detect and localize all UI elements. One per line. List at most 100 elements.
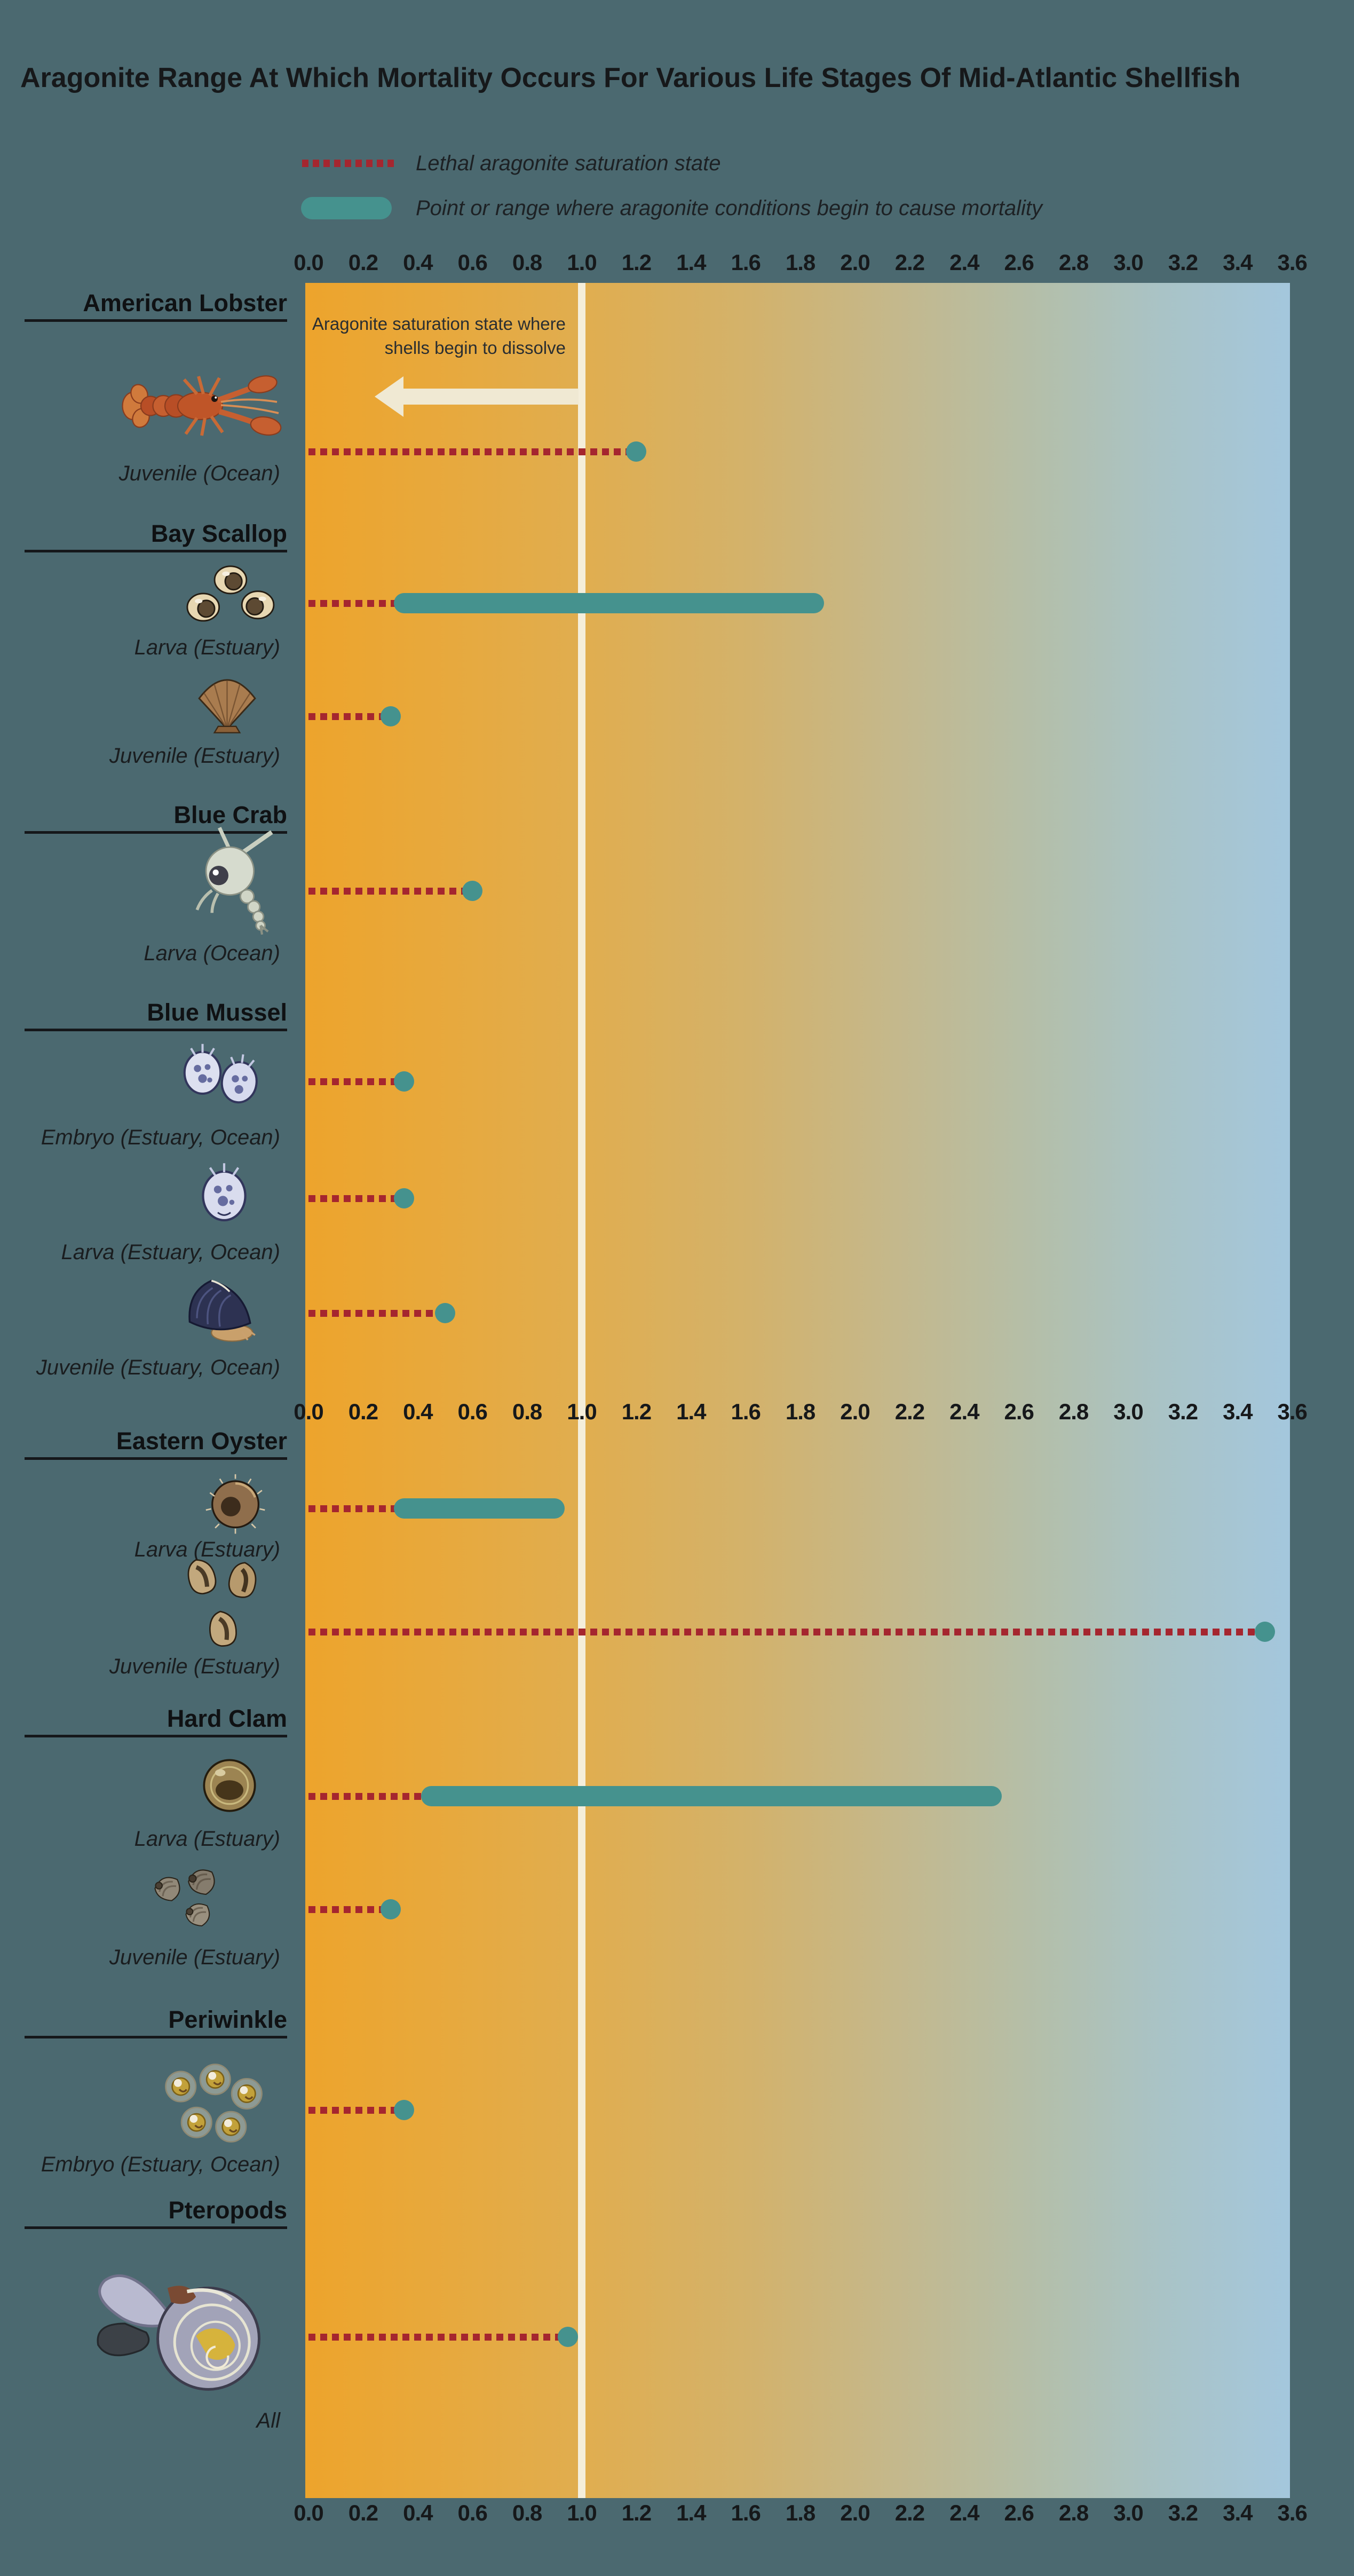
axis-tick: 2.0: [840, 250, 870, 275]
stage-label: Larva (Estuary, Ocean): [61, 1240, 280, 1264]
axis-tick: 3.2: [1168, 2500, 1198, 2525]
stage-label: Juvenile (Estuary): [109, 1946, 280, 1969]
axis-tick: 3.6: [1277, 1399, 1307, 1424]
axis-tick: 3.4: [1223, 250, 1253, 275]
species-header-underline: [25, 831, 287, 834]
stage-label: Embryo (Estuary, Ocean): [41, 2153, 280, 2176]
species-header: Bay Scallop: [151, 520, 287, 547]
mortality-point-dot: [394, 2100, 415, 2120]
species-header-underline: [25, 2036, 287, 2038]
axis-tick: 0.4: [403, 2500, 433, 2525]
axis-tick: 2.2: [894, 1399, 925, 1424]
axis-tick: 2.4: [949, 250, 979, 275]
mortality-range-bar: [394, 593, 825, 613]
axis-tick: 1.0: [567, 2500, 597, 2525]
american-lobster-illustration: [120, 370, 296, 442]
species-header: Pteropods: [168, 2196, 287, 2224]
axis-tick: 2.2: [894, 2500, 925, 2525]
mortality-point-dot: [394, 1071, 415, 1092]
axis-tick: 1.0: [567, 1399, 597, 1424]
stage-label: Larva (Ocean): [144, 942, 280, 965]
blue-crab-zoea-illustration: [176, 825, 288, 937]
species-header: Blue Mussel: [147, 999, 287, 1026]
mortality-range-bar: [394, 1498, 565, 1519]
axis-tick: 2.2: [894, 250, 925, 275]
bay-scallop-larvae-illustration: [180, 559, 279, 631]
axis-tick: 0.2: [348, 250, 378, 275]
axis-tick: 2.6: [1004, 1399, 1034, 1424]
bay-scallop-shell-illustration: [188, 670, 266, 737]
lethal-saturation-dash-line: [308, 1505, 405, 1512]
dissolve-annotation-line1: Aragonite saturation state where: [312, 314, 566, 334]
axis-tick: 3.0: [1113, 2500, 1143, 2525]
mortality-range-bar: [421, 1786, 1002, 1806]
axis-tick: 2.4: [949, 2500, 979, 2525]
lethal-saturation-dash-line: [308, 600, 405, 607]
lethal-saturation-dash-line: [308, 1310, 445, 1317]
lethal-saturation-dash-line: [308, 1906, 391, 1913]
stage-label: Larva (Estuary): [134, 1538, 280, 1561]
saturation-reference-line: [578, 283, 585, 2498]
species-header-underline: [25, 550, 287, 552]
species-header: Eastern Oyster: [116, 1427, 287, 1455]
mortality-point-dot: [435, 1303, 455, 1323]
species-header: Hard Clam: [167, 1705, 287, 1732]
species-header-underline: [25, 319, 287, 322]
species-header: Blue Crab: [173, 801, 287, 828]
blue-mussel-shell-illustration: [179, 1271, 270, 1347]
mortality-point-dot: [626, 441, 647, 462]
lethal-line-swatch: [302, 160, 397, 167]
plot-area: [305, 283, 1290, 2498]
axis-tick: 2.0: [840, 2500, 870, 2525]
axis-tick: 0.2: [348, 1399, 378, 1424]
species-header: Periwinkle: [168, 2006, 287, 2033]
axis-tick: 1.4: [676, 2500, 706, 2525]
axis-tick: 0.6: [457, 2500, 487, 2525]
axis-tick: 1.4: [676, 1399, 706, 1424]
axis-tick: 2.8: [1058, 2500, 1089, 2525]
lethal-saturation-dash-line: [308, 2334, 568, 2341]
legend-label-lethal: Lethal aragonite saturation state: [416, 152, 721, 175]
stage-label: Embryo (Estuary, Ocean): [41, 1126, 280, 1149]
blue-mussel-larva-illustration: [192, 1156, 256, 1230]
blue-mussel-embryos-illustration: [173, 1038, 275, 1110]
axis-tick: 3.2: [1168, 1399, 1198, 1424]
axis-tick: 2.6: [1004, 250, 1034, 275]
axis-tick: 1.6: [731, 250, 761, 275]
axis-tick: 1.8: [785, 2500, 815, 2525]
axis-tick: 2.6: [1004, 2500, 1034, 2525]
mortality-point-dot: [1255, 1622, 1275, 1642]
axis-tick: 0.0: [294, 2500, 323, 2525]
lethal-saturation-dash-line: [308, 1793, 432, 1800]
species-header-underline: [25, 1029, 287, 1031]
stage-label: All: [256, 2409, 280, 2432]
lethal-saturation-dash-line: [308, 1078, 405, 1085]
periwinkle-eggs-illustration: [156, 2059, 271, 2150]
lethal-saturation-dash-line: [308, 448, 637, 455]
species-header: American Lobster: [83, 289, 287, 317]
dissolve-annotation-line2: shells begin to dissolve: [384, 338, 566, 358]
mortality-point-dot: [380, 1899, 401, 1919]
lethal-saturation-dash-line: [308, 1629, 1265, 1635]
axis-tick: 0.6: [457, 1399, 487, 1424]
species-header-underline: [25, 2226, 287, 2229]
stage-label: Juvenile (Estuary): [109, 744, 280, 768]
axis-tick: 3.4: [1223, 1399, 1253, 1424]
species-header-underline: [25, 1735, 287, 1737]
axis-tick: 0.8: [512, 250, 542, 275]
axis-tick: 0.4: [403, 250, 433, 275]
axis-tick: 1.6: [731, 2500, 761, 2525]
axis-tick: 1.8: [785, 250, 815, 275]
axis-tick: 2.0: [840, 1399, 870, 1424]
dissolve-annotation: Aragonite saturation state where shells …: [288, 312, 566, 360]
lethal-saturation-dash-line: [308, 713, 391, 720]
stage-label: Juvenile (Estuary, Ocean): [36, 1356, 280, 1379]
mortality-point-dot: [558, 2327, 579, 2347]
axis-tick: 0.8: [512, 2500, 542, 2525]
lethal-saturation-dash-line: [308, 888, 473, 895]
mortality-point-dot: [462, 881, 483, 901]
axis-tick: 0.4: [403, 1399, 433, 1424]
axis-tick: 3.2: [1168, 250, 1198, 275]
stage-label: Juvenile (Estuary): [109, 1655, 280, 1678]
axis-tick: 3.0: [1113, 1399, 1143, 1424]
